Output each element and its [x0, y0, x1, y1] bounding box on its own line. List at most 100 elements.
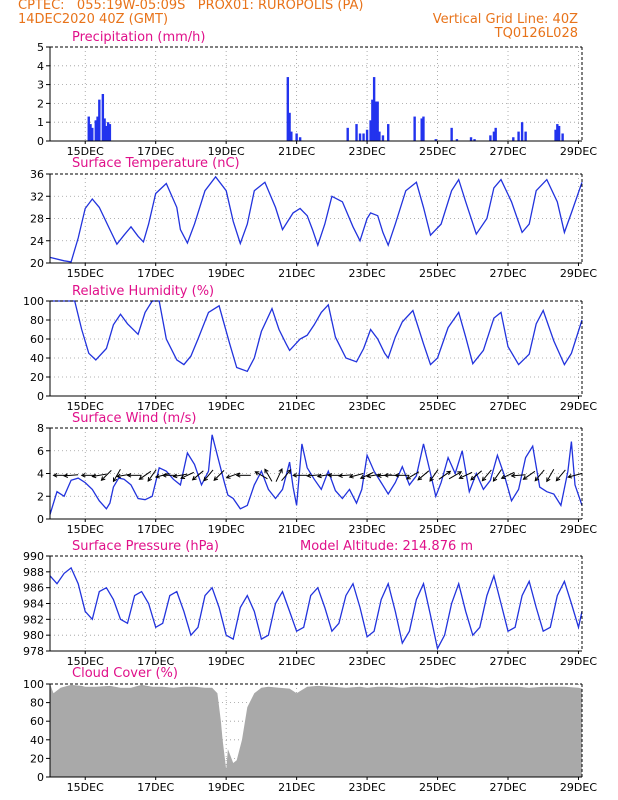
wind-arrow: [113, 469, 121, 482]
wind-arrow: [481, 469, 492, 482]
precip-bar: [520, 122, 524, 141]
panel-3: 0 20 40 60 80 100 15DEC 17DEC 19DEC 21DEC 23DEC 25D…: [23, 284, 597, 413]
x-tick-label: 15DEC: [67, 781, 104, 794]
x-tick-label: 27DEC: [489, 655, 526, 668]
precip-bar: [473, 139, 476, 141]
wind-arrow: [568, 473, 582, 478]
precip-bar: [365, 129, 369, 141]
precip-bar: [413, 116, 416, 141]
wind-arrow-head: [52, 472, 58, 478]
header-run-id: TQ0126L028: [494, 26, 578, 41]
wind-arrow: [338, 474, 353, 477]
panel-title: Relative Humidity (%): [72, 284, 214, 299]
wind-arrow-head: [154, 474, 160, 479]
wind-arrow: [438, 470, 451, 480]
wind-arrow: [511, 474, 526, 477]
wind-arrow: [429, 469, 439, 482]
precip-bar: [94, 120, 98, 141]
precip-bar: [561, 133, 564, 141]
y-tick-label: 8: [37, 422, 44, 435]
wind-arrow-head: [306, 473, 312, 478]
precip-bar: [378, 131, 381, 141]
x-tick-label: 15DEC: [67, 400, 104, 413]
panel-annotation: Model Altitude: 214.876 m: [300, 539, 473, 554]
precip-bar: [554, 129, 557, 141]
x-tick-label: 21DEC: [278, 655, 315, 668]
wind-arrow: [501, 471, 515, 479]
wind-arrow: [523, 470, 536, 480]
wind-arrow-head: [80, 472, 86, 478]
panel-title: Surface Wind (m/s): [72, 411, 196, 426]
wind-arrow-head: [235, 472, 241, 478]
precip-bar: [557, 125, 561, 141]
wind-arrow-head: [264, 468, 269, 474]
precip-bar: [492, 131, 496, 141]
wind-arrow: [493, 469, 502, 482]
series-line: [49, 434, 583, 515]
y-tick-label: 40: [30, 734, 44, 747]
y-tick-label: 988: [23, 566, 44, 579]
precip-bar: [103, 118, 106, 141]
x-tick-label: 19DEC: [208, 267, 245, 280]
series-line: [50, 300, 583, 373]
precip-bar: [298, 137, 302, 141]
precip-bar: [362, 133, 365, 141]
x-tick-label: 15DEC: [67, 145, 104, 158]
precip-bar: [89, 124, 92, 141]
wind-arrow-head: [458, 474, 464, 480]
x-tick-label: 25DEC: [419, 523, 456, 536]
wind-arrow-head: [366, 473, 372, 479]
panel-4: 0 2 4 6 8 15DEC 17DEC 19DEC 21DEC 23DEC 25DEC 27DEC…: [37, 411, 597, 536]
y-tick-label: 984: [23, 598, 44, 611]
wind-arrow: [147, 469, 157, 482]
panel-title: Cloud Cover (%): [72, 666, 178, 681]
x-tick-label: 17DEC: [137, 655, 174, 668]
header-date-line: 14DEC2020 40Z (GMT): [18, 12, 169, 27]
precip-bar: [524, 131, 527, 141]
wind-arrow-head: [116, 473, 122, 479]
wind-arrow-head: [161, 472, 167, 478]
x-tick-label: 29DEC: [560, 655, 597, 668]
wind-arrow: [459, 471, 473, 479]
x-tick-label: 21DEC: [278, 145, 315, 158]
x-tick-label: 15DEC: [67, 655, 104, 668]
wind-arrow-head: [429, 477, 434, 482]
wind-arrow: [92, 473, 107, 478]
panel-title: Precipitation (mm/h): [72, 30, 205, 45]
wind-arrow-head: [203, 476, 208, 482]
panel-1: 0 1 2 3 4 5 15DEC 17DEC 19DEC 21DEC 23DEC 25DEC 27DE…: [37, 30, 597, 158]
y-tick-label: 5: [37, 41, 44, 54]
x-tick-label: 27DEC: [489, 145, 526, 158]
wind-arrow-head: [417, 475, 423, 481]
x-tick-label: 19DEC: [208, 523, 245, 536]
wind-arrow: [64, 474, 79, 477]
wind-arrow-head: [522, 475, 528, 480]
x-tick-label: 25DEC: [419, 781, 456, 794]
y-tick-label: 4: [37, 60, 44, 73]
y-tick-label: 2: [37, 490, 44, 503]
wind-arrow-head: [172, 473, 178, 479]
x-tick-label: 21DEC: [278, 781, 315, 794]
wind-arrow-head: [63, 473, 69, 478]
wind-arrow-head: [337, 473, 343, 478]
x-tick-label: 15DEC: [67, 267, 104, 280]
precip-bar: [494, 127, 497, 141]
y-tick-label: 6: [37, 445, 44, 458]
wind-arrow: [307, 474, 322, 477]
x-tick-label: 15DEC: [67, 523, 104, 536]
wind-arrow: [173, 473, 188, 478]
wind-arrows: [52, 468, 582, 483]
precip-bar: [290, 131, 293, 141]
header-station-line: CPTEC: 055:19W-05:09S PROX01: RUROPOLIS …: [18, 0, 364, 13]
y-tick-label: 60: [30, 715, 44, 728]
x-tick-label: 19DEC: [208, 655, 245, 668]
wind-arrow: [213, 470, 225, 481]
wind-arrow-head: [147, 477, 152, 482]
x-tick-label: 23DEC: [349, 781, 386, 794]
wind-arrow-head: [394, 472, 400, 478]
x-tick-label: 19DEC: [208, 400, 245, 413]
precip-bar: [556, 124, 559, 141]
panel-6: 0 20 40 60 80 100 15DEC 17DEC 19DEC 21DEC 23DEC 25D…: [23, 666, 597, 794]
wind-arrow-head: [446, 470, 452, 476]
wind-arrow-head: [510, 473, 516, 478]
